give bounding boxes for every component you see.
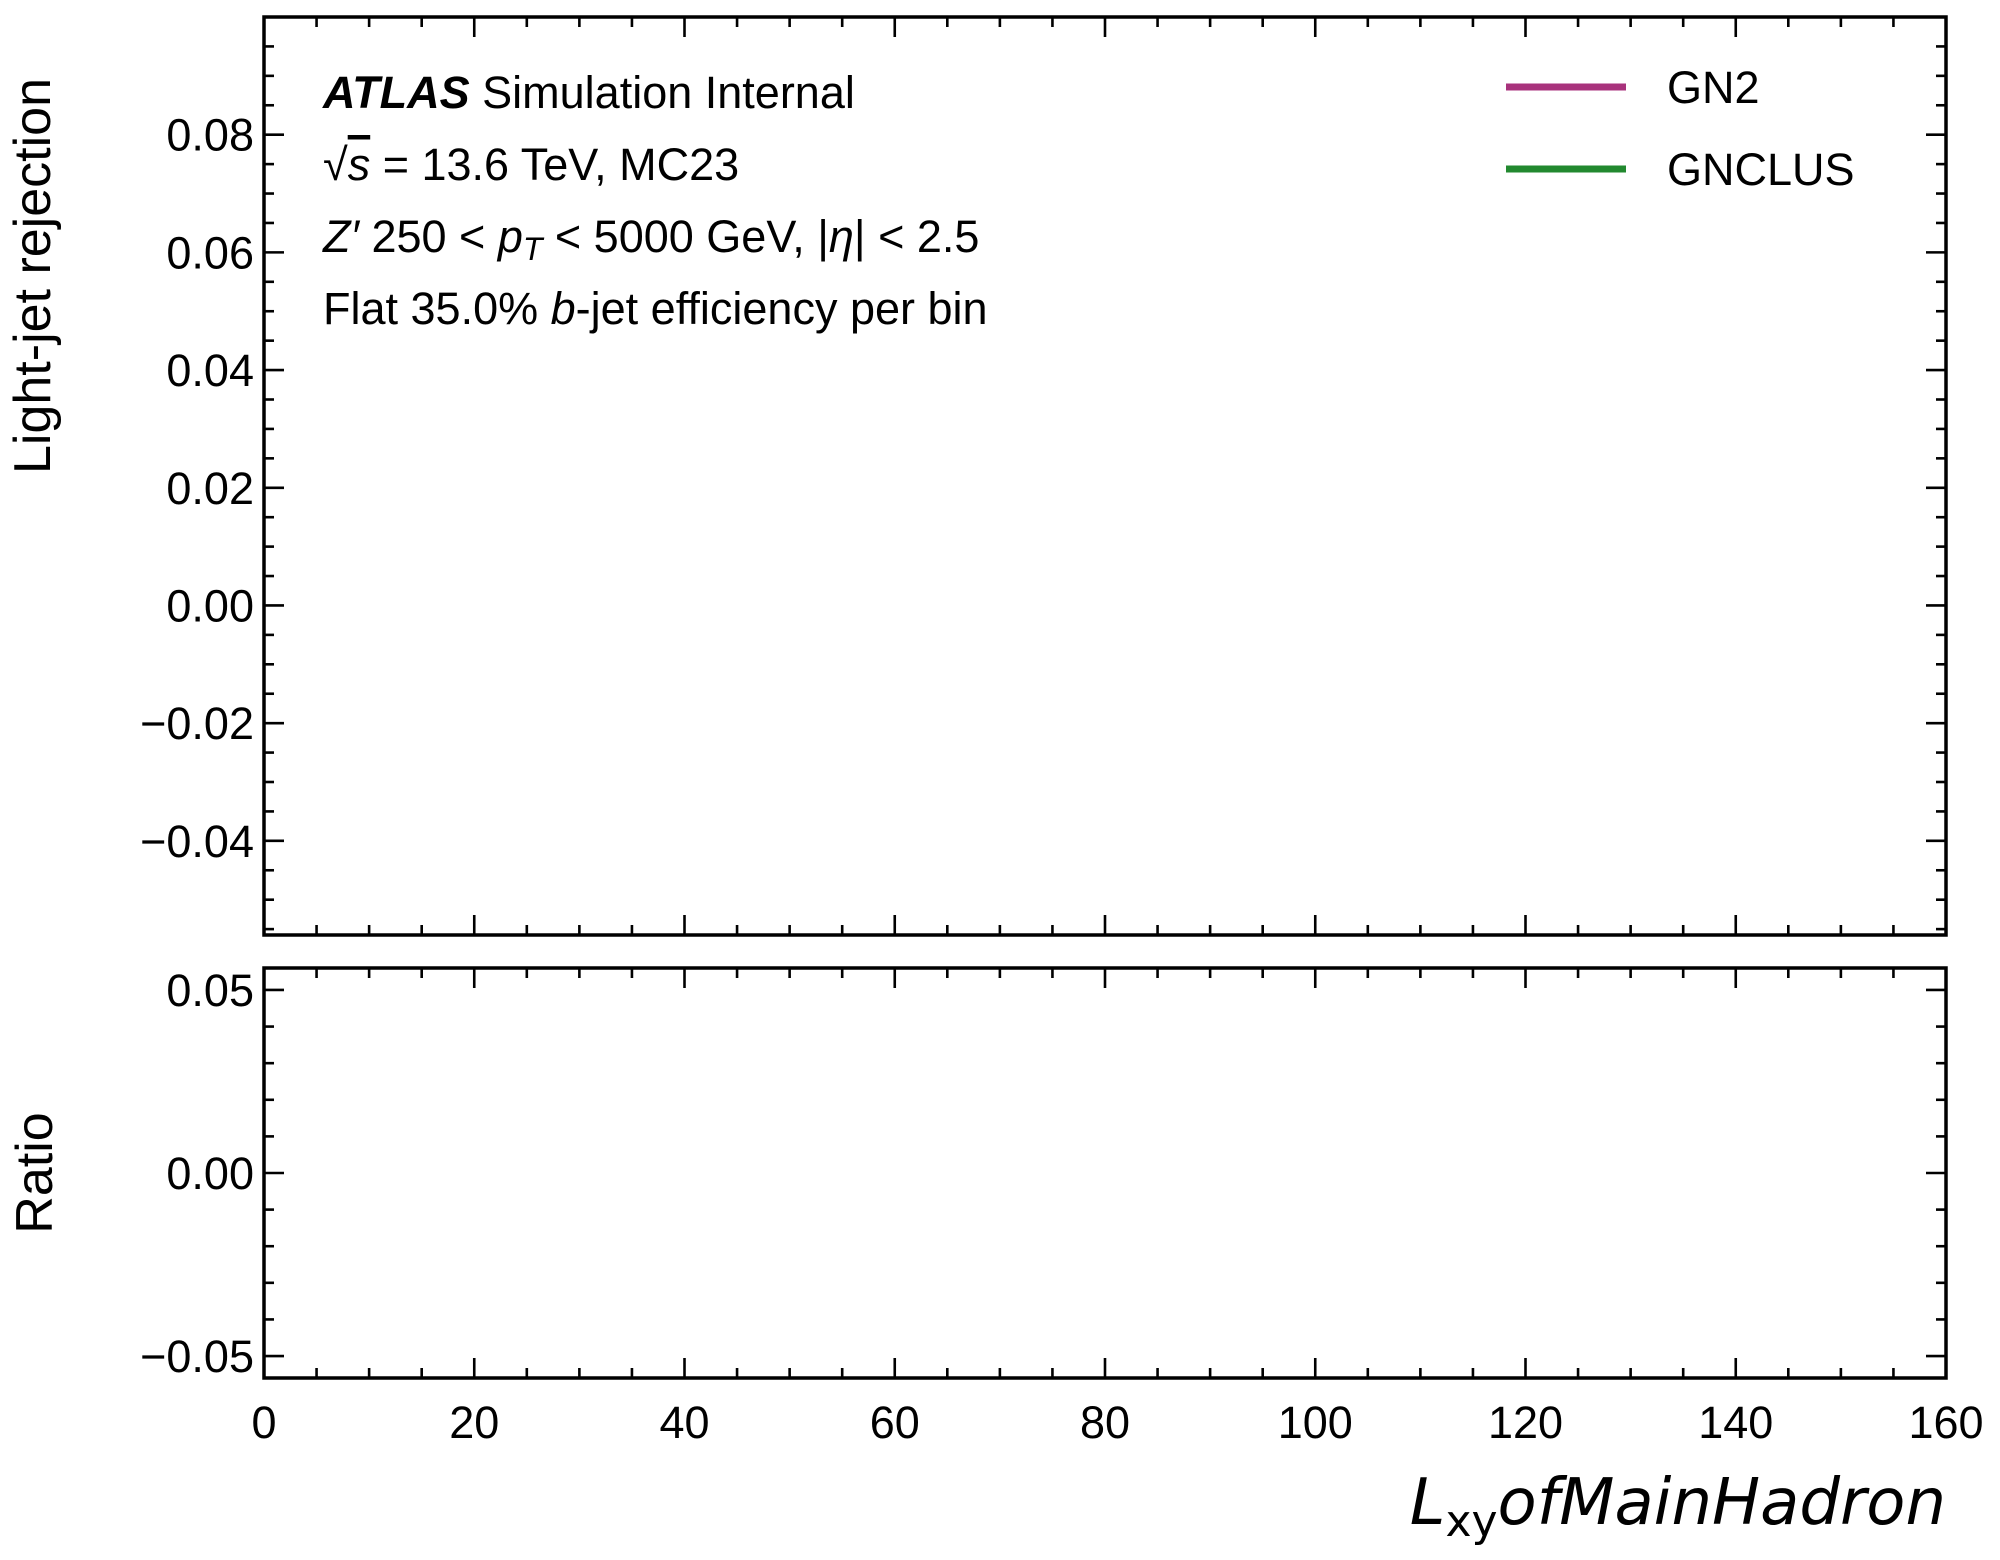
x-label-part: L — [1410, 1466, 1446, 1540]
y-tick-label: 0.00 — [166, 580, 254, 631]
y-tick-label: −0.02 — [140, 698, 254, 749]
y-tick-label: 0.00 — [166, 1148, 254, 1199]
x-tick-label: 0 — [251, 1397, 276, 1448]
x-tick-label: 120 — [1488, 1397, 1563, 1448]
legend-label: GN2 — [1667, 62, 1760, 113]
annotation-text: Z′ — [322, 211, 360, 262]
x-tick-label: 80 — [1080, 1397, 1130, 1448]
x-tick-label: 60 — [870, 1397, 920, 1448]
annotation-text: Flat 35.0% — [323, 283, 551, 334]
annotation-text: T — [523, 231, 545, 267]
annotation: Flat 35.0% b-jet efficiency per bin — [323, 283, 988, 334]
x-label-part: xy — [1445, 1496, 1497, 1547]
annotation-text: p — [496, 211, 523, 262]
annotation-text: b — [551, 283, 576, 334]
annotation-text: √ — [323, 139, 348, 190]
x-tick-label: 160 — [1908, 1397, 1983, 1448]
x-label-part: ofMainHadron — [1498, 1466, 1946, 1540]
annotation-text: 250 < — [359, 211, 498, 262]
annotation: √s = 13.6 TeV, MC23 — [323, 139, 739, 190]
x-label: LxyofMainHadron — [1410, 1466, 1946, 1547]
annotations: ATLAS Simulation Internal √s = 13.6 TeV,… — [322, 67, 988, 334]
y-tick-label: 0.05 — [166, 965, 254, 1016]
x-tick-label: 140 — [1698, 1397, 1773, 1448]
axes-frame — [262, 15, 1948, 937]
y-tick-label: 0.02 — [166, 463, 254, 514]
y-tick-label: 0.06 — [166, 227, 254, 278]
annotation-text: η — [829, 211, 854, 262]
x-tick-label: 40 — [659, 1397, 709, 1448]
y-tick-label: −0.04 — [140, 816, 254, 867]
y-tick-label: 0.04 — [166, 345, 254, 396]
x-tick-label: 20 — [449, 1397, 499, 1448]
annotation: Z′ 250 < pT < 5000 GeV, |η| < 2.5 — [322, 211, 979, 267]
annotation-text: s — [348, 139, 371, 190]
axes-frame — [262, 966, 1948, 1380]
y-label: Ratio — [6, 1112, 64, 1233]
y-tick-label: 0.08 — [166, 110, 254, 161]
annotation-text: -jet efficiency per bin — [576, 283, 988, 334]
annotation-text: Simulation Internal — [470, 67, 855, 118]
atlas-label: ATLAS — [322, 67, 470, 118]
annotation-text: | < 2.5 — [854, 211, 980, 262]
annotation: ATLAS Simulation Internal — [322, 67, 855, 118]
annotation-text: < 5000 GeV, | — [542, 211, 829, 262]
legend-label: GNCLUS — [1667, 144, 1855, 195]
x-tick-label: 100 — [1278, 1397, 1353, 1448]
y-label: Light-jet rejection — [4, 78, 62, 474]
y-tick-label: −0.05 — [140, 1331, 254, 1382]
annotation-text: = 13.6 TeV, MC23 — [370, 139, 739, 190]
